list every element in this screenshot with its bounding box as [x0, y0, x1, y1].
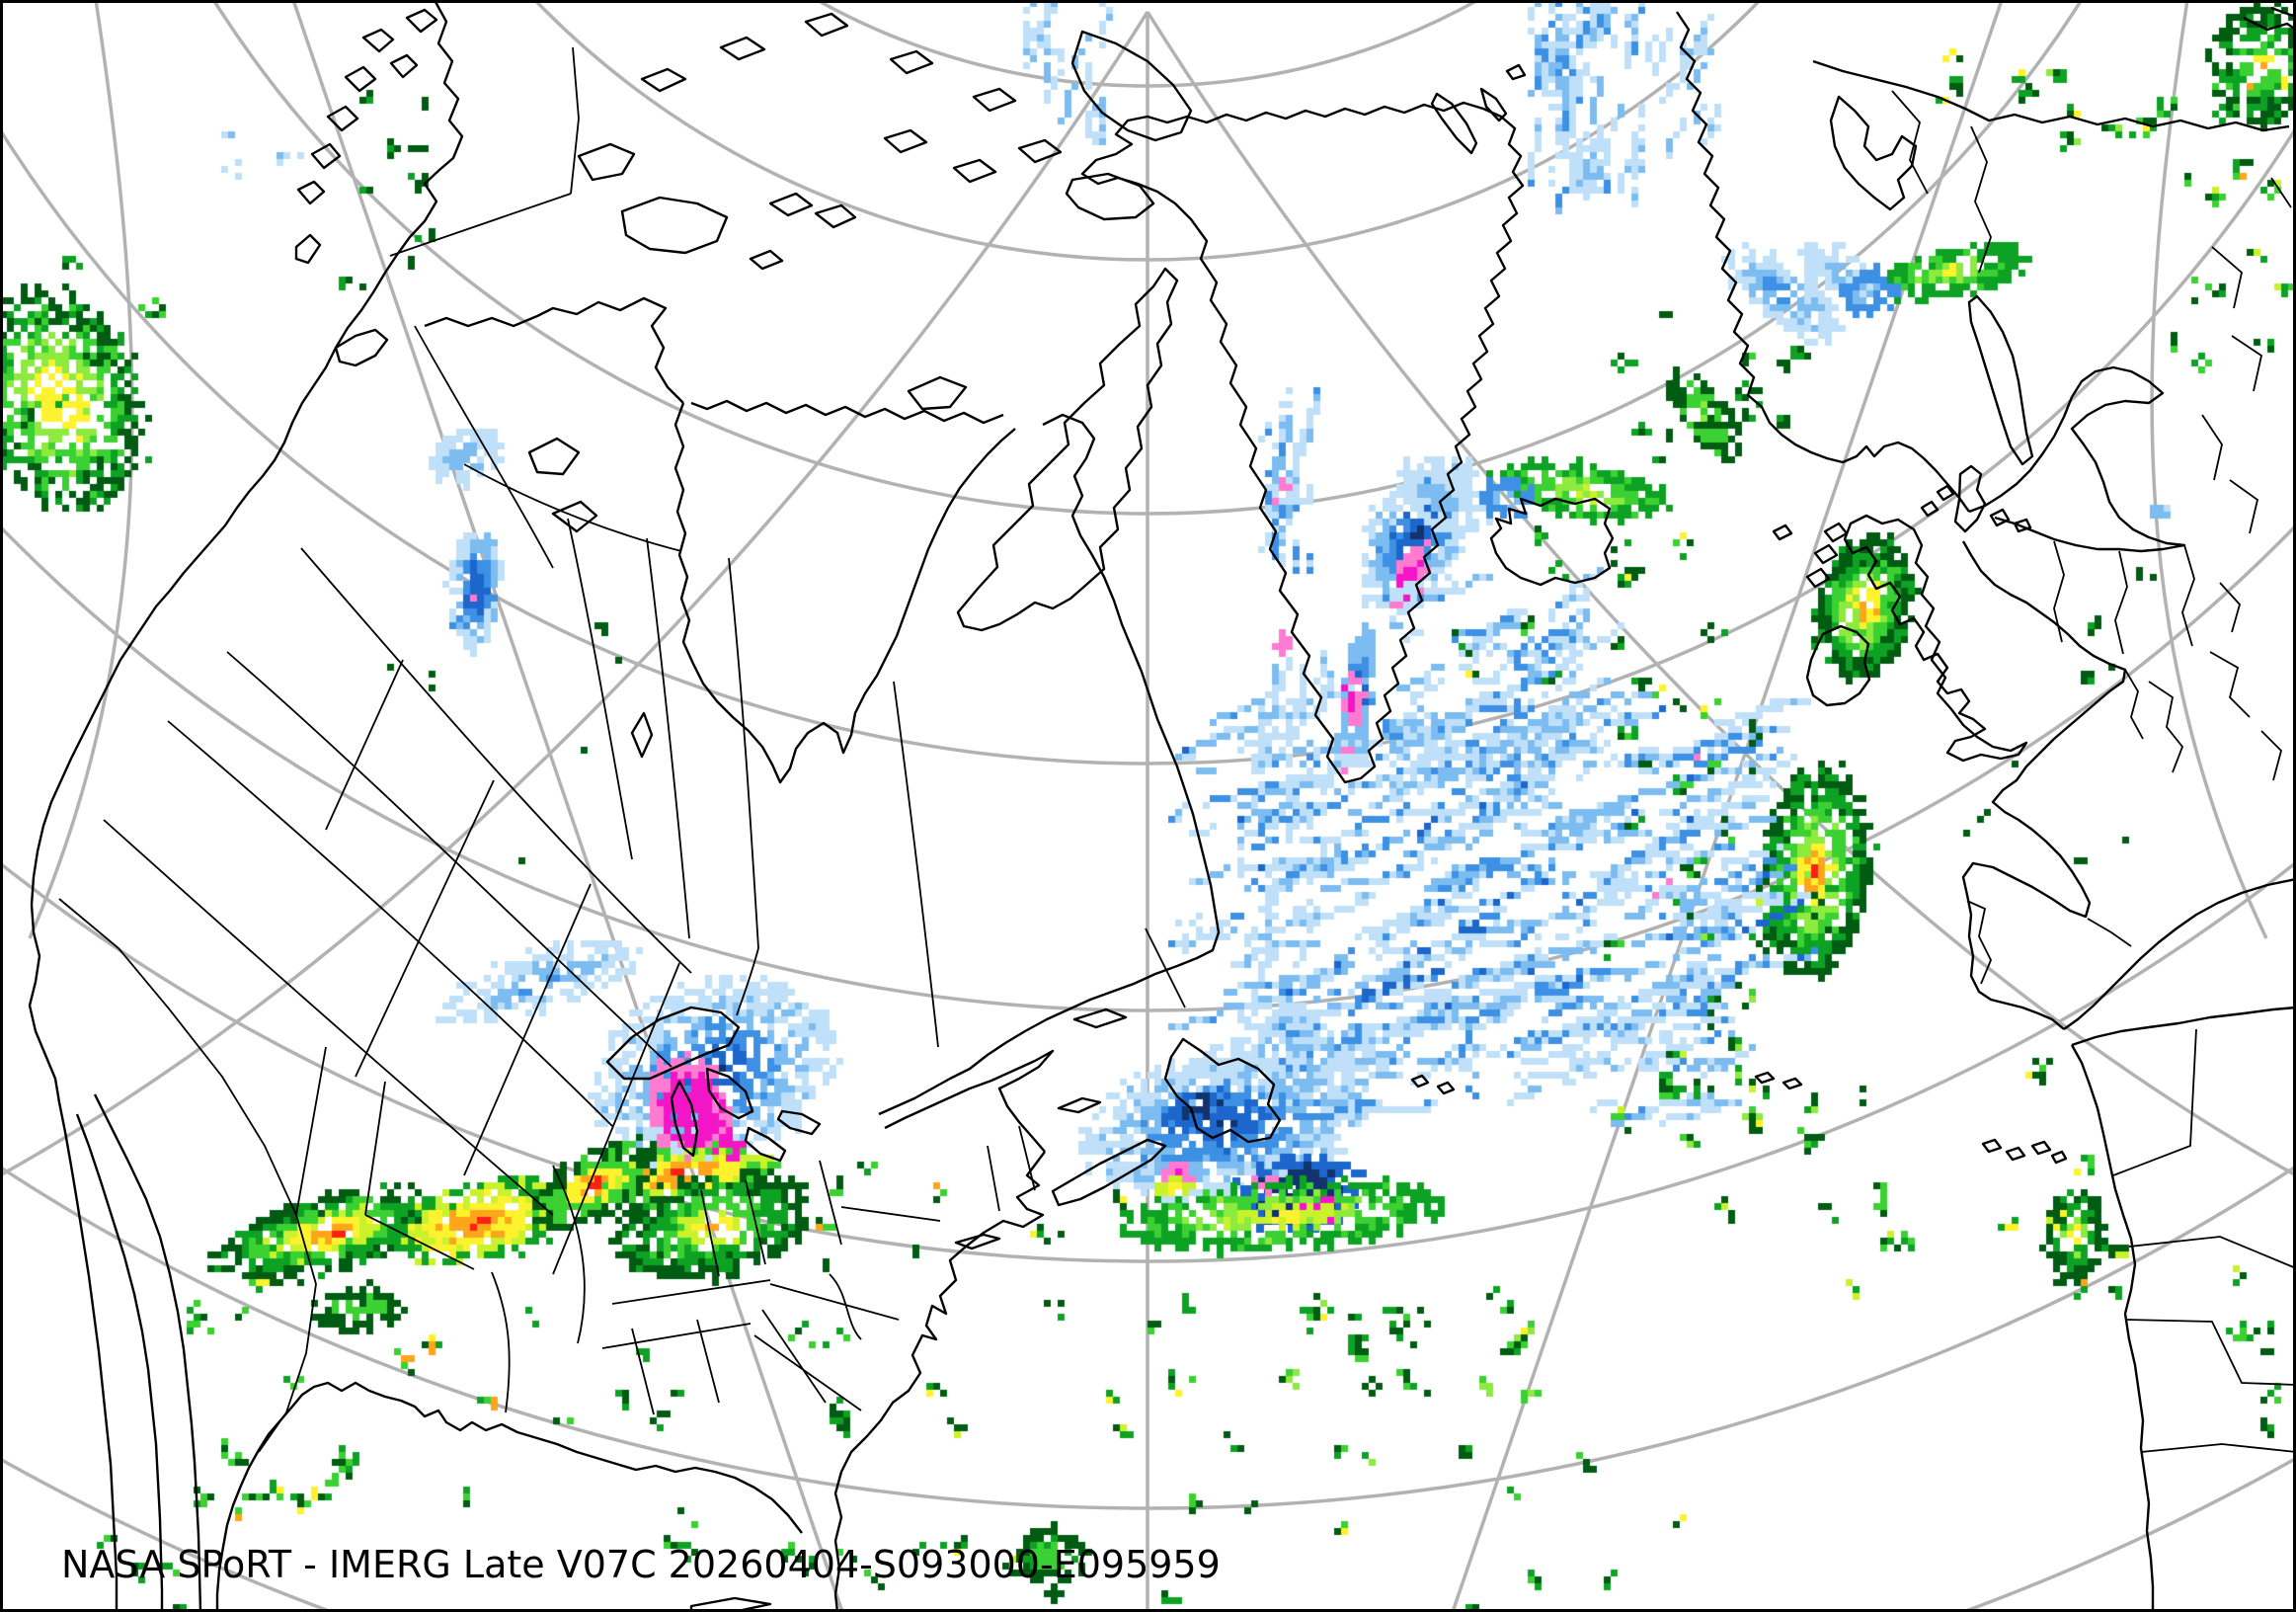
map-caption: NASA SPoRT - IMERG Late V07C 20260404-S0… [61, 1543, 1221, 1586]
